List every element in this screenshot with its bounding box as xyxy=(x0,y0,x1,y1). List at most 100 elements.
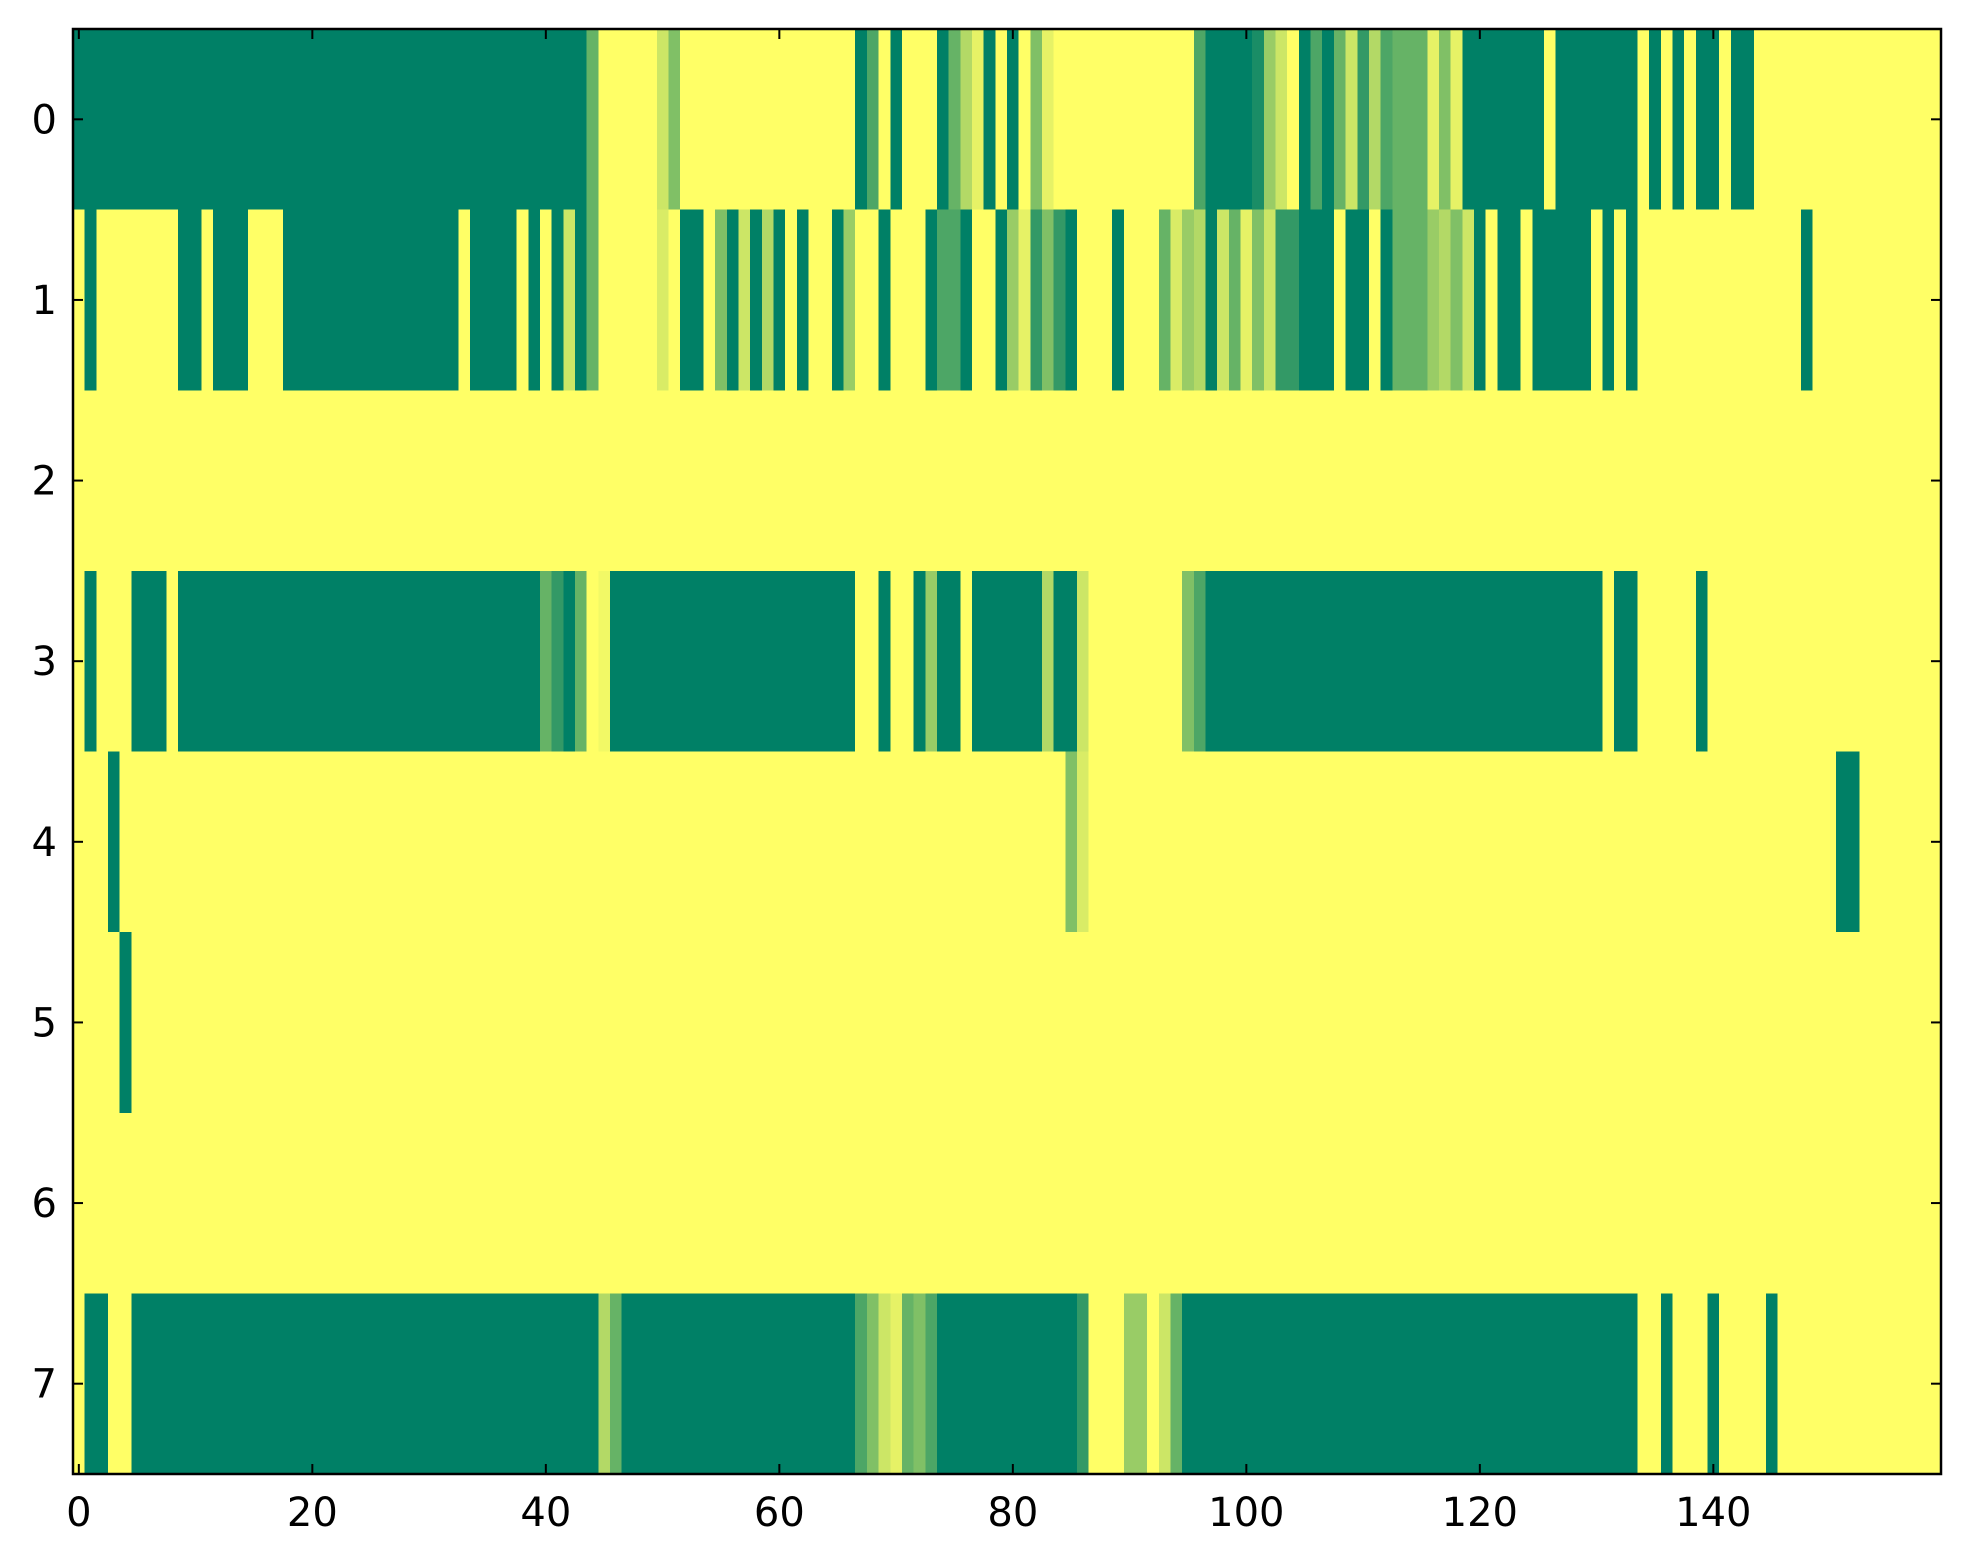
cell xyxy=(318,1112,331,1294)
cell xyxy=(1345,570,1358,753)
cell xyxy=(808,1293,821,1475)
cell xyxy=(458,1293,471,1475)
cell xyxy=(878,932,891,1114)
cell xyxy=(119,390,132,572)
cell xyxy=(855,751,868,933)
cell xyxy=(329,570,343,753)
cell xyxy=(551,209,564,391)
cell xyxy=(213,29,226,211)
cell xyxy=(1532,751,1545,933)
cell xyxy=(1812,570,1825,753)
cell xyxy=(1275,570,1288,753)
cell xyxy=(621,209,634,391)
cell xyxy=(1042,209,1055,391)
cell xyxy=(1263,390,1277,572)
cell xyxy=(1474,29,1487,211)
cell xyxy=(1077,1112,1090,1294)
cell xyxy=(808,29,821,211)
cell xyxy=(1579,1112,1592,1294)
cell xyxy=(995,570,1008,753)
cell xyxy=(283,1112,296,1294)
cell xyxy=(1217,751,1230,933)
cell xyxy=(329,209,343,391)
cell xyxy=(516,209,529,391)
cell xyxy=(1322,570,1335,753)
cell xyxy=(1614,390,1627,572)
cell xyxy=(236,29,249,211)
cell xyxy=(820,1112,833,1294)
cell xyxy=(575,1293,588,1475)
cell xyxy=(1590,932,1604,1114)
cell xyxy=(878,209,891,391)
cell xyxy=(913,1112,926,1294)
cell xyxy=(166,29,179,211)
cell xyxy=(1170,1293,1183,1475)
cell xyxy=(1894,751,1907,933)
cell xyxy=(901,932,915,1114)
cell xyxy=(178,29,191,211)
cell xyxy=(143,751,156,933)
cell xyxy=(610,1293,623,1475)
cell xyxy=(890,209,903,391)
cell xyxy=(341,390,354,572)
cell xyxy=(540,209,553,391)
cell xyxy=(1532,1293,1545,1475)
cell xyxy=(1240,390,1253,572)
cell xyxy=(948,751,961,933)
cell xyxy=(318,570,331,753)
cell xyxy=(843,1293,856,1475)
cell xyxy=(1614,1293,1627,1475)
cell xyxy=(1042,390,1055,572)
cell xyxy=(1509,570,1522,753)
cell xyxy=(726,932,740,1114)
cell xyxy=(1870,29,1884,211)
cell xyxy=(831,390,845,572)
cell xyxy=(1392,390,1405,572)
cell xyxy=(283,209,296,391)
cell xyxy=(598,751,611,933)
cell xyxy=(341,932,354,1114)
cell xyxy=(680,751,693,933)
cell xyxy=(201,751,214,933)
cell xyxy=(1917,751,1930,933)
cell xyxy=(1777,209,1790,391)
cell xyxy=(796,29,810,211)
cell xyxy=(388,1112,401,1294)
cell xyxy=(575,29,588,211)
cell xyxy=(1088,209,1101,391)
cell xyxy=(948,1112,961,1294)
cell xyxy=(1158,390,1172,572)
cell xyxy=(971,932,985,1114)
cell xyxy=(878,751,891,933)
cell xyxy=(936,1112,950,1294)
cell xyxy=(1614,570,1627,753)
cell xyxy=(1018,932,1031,1114)
cell xyxy=(516,29,529,211)
cell xyxy=(1263,751,1277,933)
cell xyxy=(213,932,226,1114)
cell xyxy=(668,751,681,933)
cell xyxy=(259,932,273,1114)
cell xyxy=(1485,932,1498,1114)
cell xyxy=(1590,390,1604,572)
cell xyxy=(1684,209,1697,391)
cell xyxy=(1812,1112,1825,1294)
cell xyxy=(1485,1112,1498,1294)
cell xyxy=(154,209,167,391)
cell xyxy=(1730,1112,1744,1294)
cell xyxy=(388,751,401,933)
cell xyxy=(318,390,331,572)
cell xyxy=(1380,932,1393,1114)
cell xyxy=(1217,1293,1230,1475)
cell xyxy=(1707,570,1720,753)
cell xyxy=(294,1293,308,1475)
cell xyxy=(1392,751,1405,933)
cell xyxy=(1392,1293,1405,1475)
cell xyxy=(656,1293,670,1475)
cell xyxy=(236,570,249,753)
cell xyxy=(1532,932,1545,1114)
cell xyxy=(1298,1112,1312,1294)
cell xyxy=(1135,570,1148,753)
cell xyxy=(1287,751,1300,933)
cell xyxy=(1835,932,1849,1114)
